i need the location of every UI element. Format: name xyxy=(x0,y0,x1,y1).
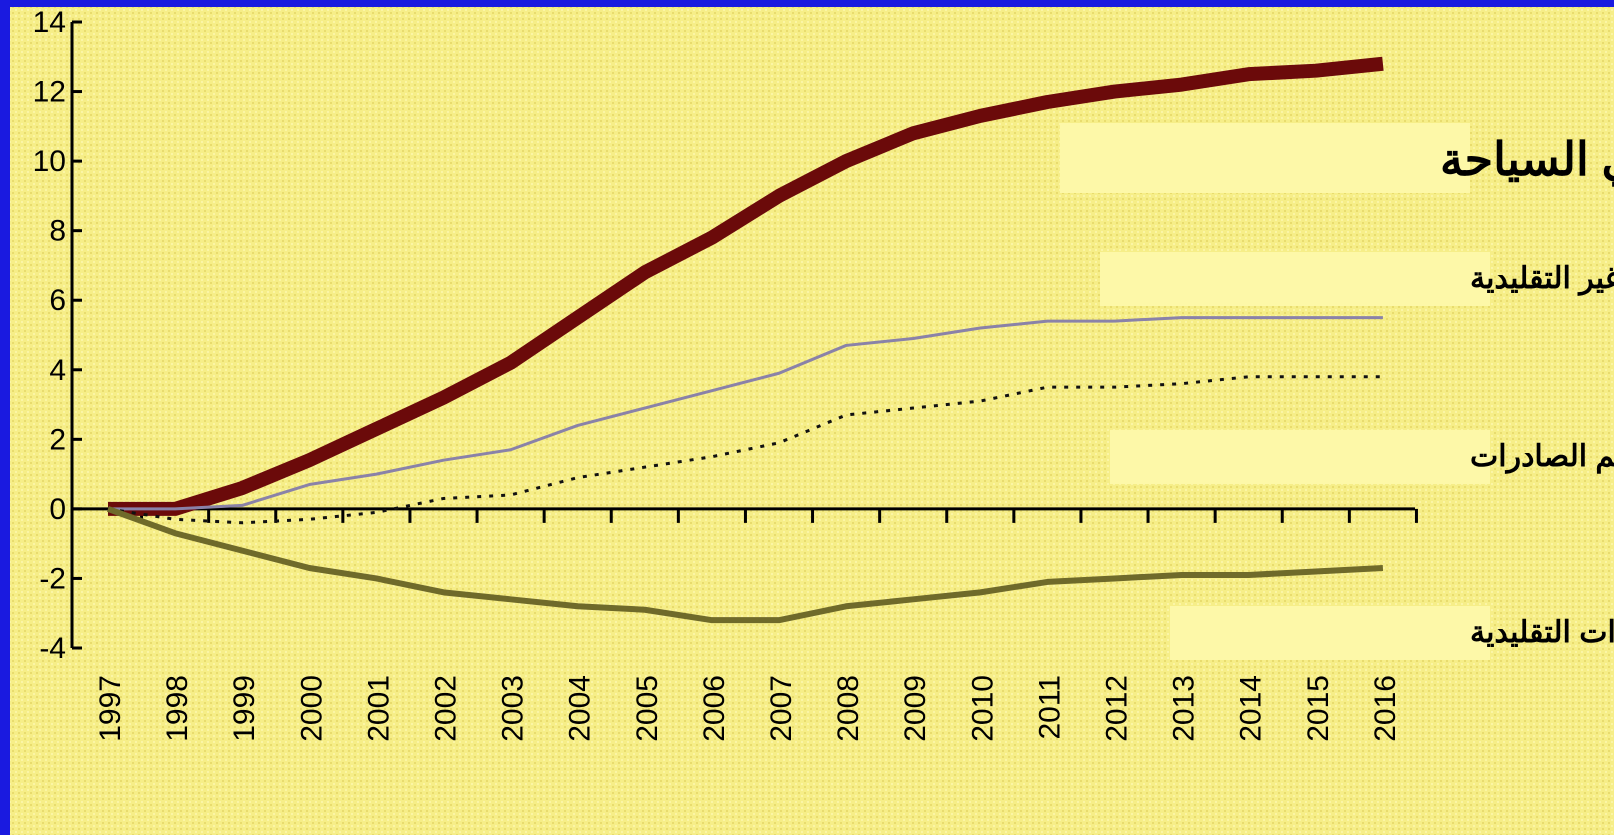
y-tick-label: 4 xyxy=(49,354,66,387)
x-tick-label: 2006 xyxy=(698,675,731,742)
y-tick-label: 14 xyxy=(33,6,66,39)
x-tick-label: 2009 xyxy=(899,675,932,742)
series-label: إجمالي السياحة xyxy=(1440,133,1614,188)
x-tick-label: 2008 xyxy=(832,675,865,742)
y-tick-label: -2 xyxy=(39,562,66,595)
x-tick-label: 2003 xyxy=(497,675,530,742)
x-tick-label: 2000 xyxy=(295,675,328,742)
series-label: الصادرات التقليدية xyxy=(1470,616,1614,650)
label-box xyxy=(1170,606,1490,660)
series-label: الصادرات غير التقليدية xyxy=(1470,262,1614,296)
y-tick-label: 2 xyxy=(49,423,66,456)
x-tick-label: 2005 xyxy=(631,675,664,742)
y-tick-label: 8 xyxy=(49,215,66,248)
label-box xyxy=(1110,430,1490,484)
x-tick-label: 2014 xyxy=(1235,675,1268,742)
x-tick-label: 2012 xyxy=(1101,675,1134,742)
x-tick-label: 2010 xyxy=(966,675,999,742)
x-tick-label: 2001 xyxy=(362,675,395,742)
y-tick-label: 10 xyxy=(33,145,66,178)
series-label: إجمالي حجم الصادرات xyxy=(1470,440,1614,475)
plot: -4 -2 0 2 4 6 8 10 12 14 1997 1998 1999 2000 2001 2002 2… xyxy=(33,6,1614,742)
x-tick-label: 2013 xyxy=(1168,675,1201,742)
x-tick-label: 1999 xyxy=(228,675,261,742)
x-tick-label: 2016 xyxy=(1369,675,1402,742)
frame-left xyxy=(0,0,10,835)
y-tick-label: -4 xyxy=(39,632,66,665)
x-tick-label: 2007 xyxy=(765,675,798,742)
x-tick-label: 2011 xyxy=(1033,675,1066,740)
x-tick-label: 2004 xyxy=(564,675,597,742)
label-box xyxy=(1100,252,1490,306)
y-tick-label: 12 xyxy=(33,76,66,109)
y-tick-label: 0 xyxy=(49,493,66,526)
frame-top xyxy=(0,0,1614,7)
label-box xyxy=(1060,123,1470,193)
x-tick-label: 2015 xyxy=(1302,675,1335,742)
x-tick-label: 1997 xyxy=(94,675,127,742)
x-tick-label: 2002 xyxy=(430,675,463,742)
y-tick-label: 6 xyxy=(49,284,66,317)
x-tick-label: 1998 xyxy=(161,675,194,742)
series-line xyxy=(108,316,1383,511)
series-line xyxy=(108,56,1384,516)
series-line xyxy=(106,506,1384,624)
